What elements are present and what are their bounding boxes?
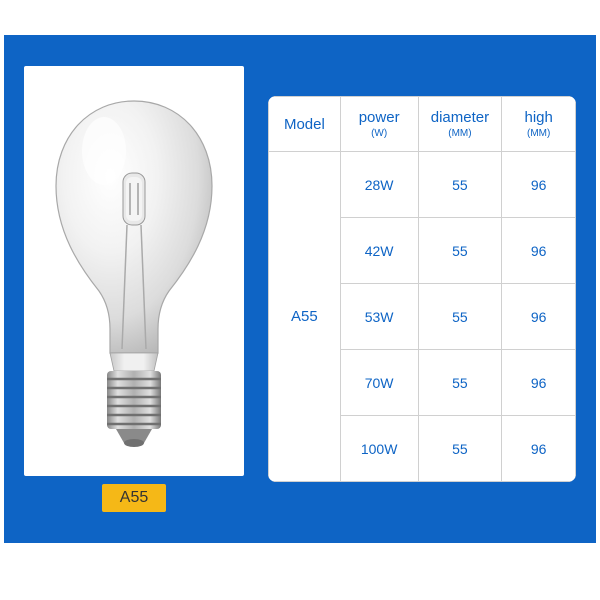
cell-diameter: 55 [418,416,502,482]
cell-power: 42W [340,218,418,284]
spec-table: Model power (W) diameter (MM) high (MM) [268,96,576,482]
cell-diameter: 55 [418,284,502,350]
table-row: A55 28W 55 96 [269,152,576,218]
header-high: high (MM) [502,97,576,152]
cell-high: 96 [502,350,576,416]
cell-high: 96 [502,284,576,350]
header-power: power (W) [340,97,418,152]
header-diameter-sub: (MM) [425,128,496,139]
cell-power: 100W [340,416,418,482]
header-model: Model [269,97,341,152]
bulb-image-container [24,66,244,476]
table-header-row: Model power (W) diameter (MM) high (MM) [269,97,576,152]
header-power-sub: (W) [347,128,412,139]
header-power-main: power [347,109,412,126]
spec-data-table: Model power (W) diameter (MM) high (MM) [268,96,576,482]
cell-power: 28W [340,152,418,218]
header-diameter-main: diameter [425,109,496,126]
product-spec-panel: A55 Model power (W) diameter (MM) high [4,35,596,543]
header-diameter: diameter (MM) [418,97,502,152]
cell-power: 70W [340,350,418,416]
cell-diameter: 55 [418,350,502,416]
cell-high: 96 [502,218,576,284]
cell-diameter: 55 [418,218,502,284]
cell-high: 96 [502,416,576,482]
cell-power: 53W [340,284,418,350]
model-badge: A55 [102,484,166,512]
cell-diameter: 55 [418,152,502,218]
header-high-sub: (MM) [508,128,569,139]
cell-high: 96 [502,152,576,218]
lightbulb-icon [44,91,224,451]
cell-model: A55 [269,152,341,482]
header-high-main: high [508,109,569,126]
product-image-panel: A55 [24,66,244,512]
